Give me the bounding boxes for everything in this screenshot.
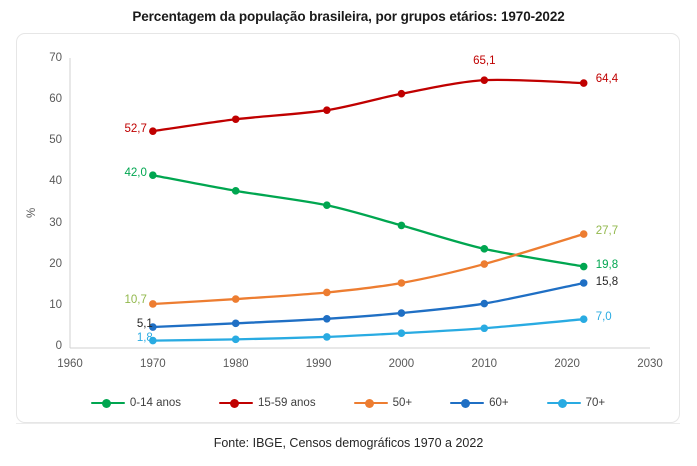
series-line (151, 78, 585, 133)
plot-frame (16, 33, 680, 423)
legend-label: 15-59 anos (258, 397, 316, 409)
legend-marker-icon (546, 397, 581, 409)
y-tick-40: 40 (49, 175, 62, 188)
legend-item-0-14-anos[interactable]: 0-14 anos (90, 397, 182, 409)
legend-marker-icon (450, 397, 485, 409)
legend-marker-icon (353, 397, 388, 409)
data-point (231, 335, 240, 344)
series-15-59-anos (149, 76, 588, 135)
legend-label: 60+ (489, 397, 509, 409)
x-tick-2020: 2020 (554, 358, 580, 370)
series-line (151, 281, 585, 329)
data-point (323, 106, 331, 114)
data-point (397, 279, 406, 287)
value-label-blue-right: 15,8 (595, 275, 619, 288)
data-point (397, 309, 406, 317)
legend-dot (461, 398, 471, 408)
data-point (231, 187, 240, 195)
data-point (323, 314, 331, 323)
legend-dot (101, 398, 111, 408)
legend-dot (364, 398, 374, 408)
chart-title: Percentagem da população brasileira, por… (132, 9, 565, 24)
data-point (397, 221, 406, 230)
y-tick-0: 0 (55, 340, 62, 352)
value-label-red-peak: 65,1 (473, 55, 496, 68)
data-point (480, 76, 489, 84)
data-point (480, 245, 489, 253)
data-point (397, 89, 406, 98)
legend-label: 0-14 anos (129, 397, 182, 409)
y-tick-30: 30 (49, 216, 62, 229)
series-50- (149, 230, 588, 308)
data-point (231, 115, 240, 124)
footer-divider (16, 423, 680, 424)
legend-marker-icon (90, 397, 125, 409)
value-label-cyan-left: 1,8 (136, 331, 153, 344)
data-point (480, 260, 489, 268)
value-label-green-right: 19,8 (595, 258, 619, 271)
value-label-red-left: 52,7 (124, 123, 147, 136)
data-point (149, 323, 157, 331)
legend-marker-icon (219, 397, 254, 409)
legend-item-50-[interactable]: 50+ (353, 397, 413, 409)
data-point (579, 279, 588, 287)
y-tick-50: 50 (49, 134, 62, 147)
y-tick-10: 10 (49, 298, 62, 311)
series-70- (149, 315, 588, 345)
data-point (149, 300, 157, 308)
series-60- (149, 279, 588, 331)
value-label-green-left: 42,0 (124, 167, 147, 180)
data-point (397, 329, 406, 337)
chart-legend: 0-14 anos 15-59 anos 50+ 60+ 70+ (16, 388, 680, 418)
data-point (231, 319, 240, 328)
source-note: Fonte: IBGE, Censos demográficos 1970 a … (213, 436, 484, 450)
data-point (480, 299, 489, 308)
data-point (579, 262, 588, 271)
y-tick-70: 70 (49, 52, 62, 64)
value-label-orange-left: 10,7 (124, 293, 147, 306)
data-point (480, 324, 489, 333)
data-point (579, 79, 588, 87)
legend-dot (557, 398, 567, 408)
value-label-red-right: 64,4 (595, 73, 619, 86)
x-tick-2010: 2010 (471, 358, 498, 370)
value-label-blue-left: 5,1 (136, 318, 153, 331)
data-point (323, 333, 331, 341)
data-point (231, 295, 240, 303)
legend-item-70-[interactable]: 70+ (546, 397, 606, 409)
series-line (151, 318, 585, 342)
x-tick-2000: 2000 (388, 358, 415, 370)
y-tick-60: 60 (49, 93, 62, 106)
value-label-orange-right: 27,7 (595, 225, 619, 238)
data-point (323, 288, 331, 297)
legend-label: 50+ (392, 397, 413, 409)
x-tick-2030: 2030 (637, 358, 663, 370)
legend-label: 70+ (585, 397, 606, 409)
x-tick-1990: 1990 (305, 358, 332, 370)
series-line (151, 232, 585, 306)
x-tick-1980: 1980 (222, 358, 249, 370)
data-point (579, 230, 588, 238)
data-point (149, 127, 157, 135)
legend-item-15-59-anos[interactable]: 15-59 anos (219, 397, 316, 409)
series-line (151, 174, 585, 268)
series-0-14-anos (149, 171, 588, 271)
y-tick-20: 20 (49, 257, 62, 270)
legend-dot (230, 398, 240, 408)
x-tick-1970: 1970 (140, 358, 166, 370)
value-label-cyan-right: 7,0 (595, 311, 612, 324)
x-tick-1960: 1960 (57, 358, 83, 370)
legend-item-60-[interactable]: 60+ (450, 397, 509, 409)
data-point (149, 171, 157, 179)
data-point (149, 336, 157, 345)
data-point (323, 201, 331, 210)
data-point (579, 315, 588, 324)
